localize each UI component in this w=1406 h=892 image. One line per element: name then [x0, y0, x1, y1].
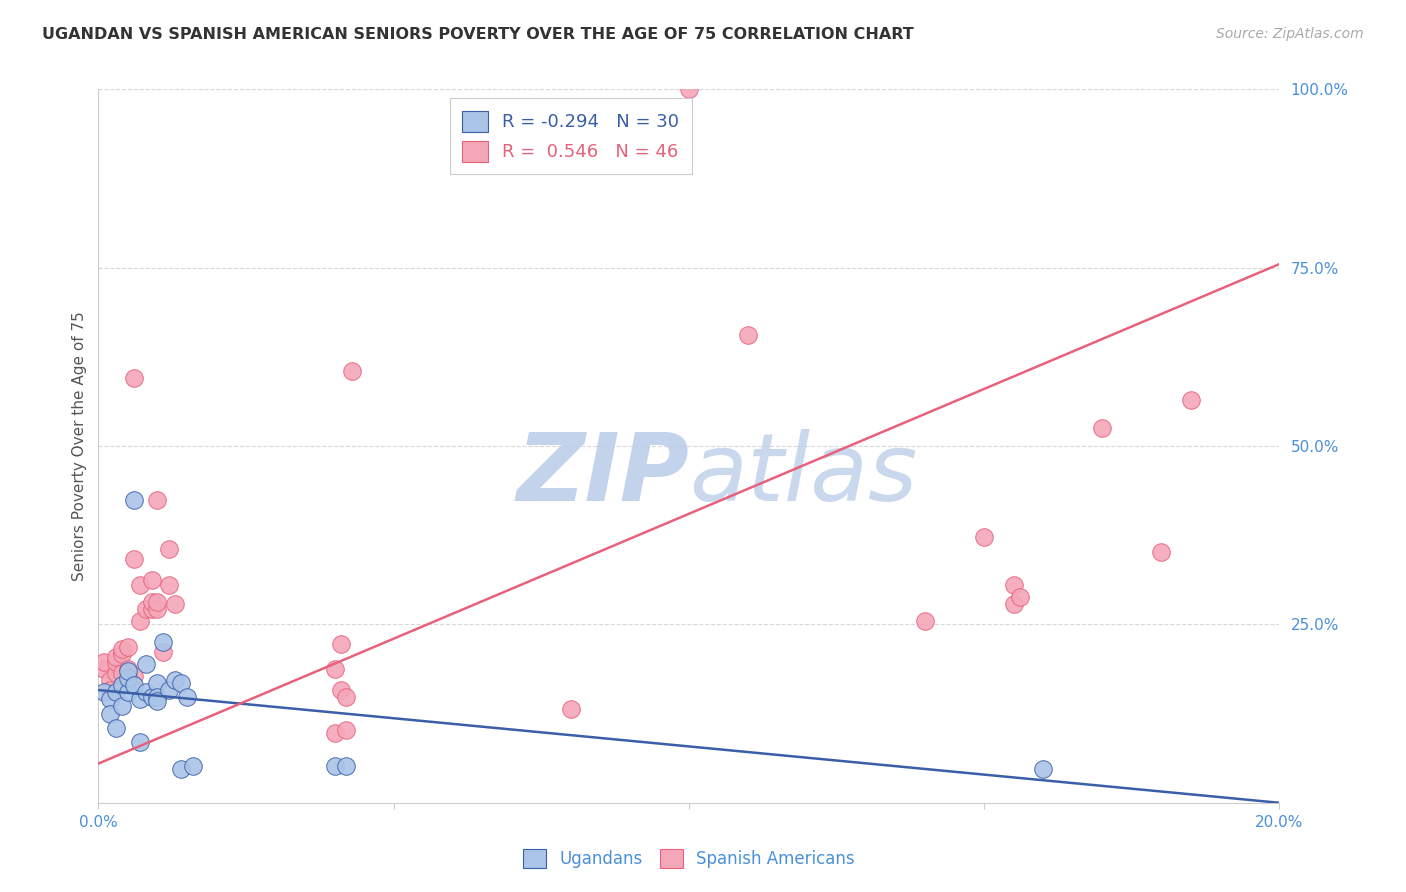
Point — [1150, 544, 1173, 558]
Point — [128, 692, 150, 706]
Point — [111, 642, 134, 657]
Point — [93, 655, 115, 669]
Point — [973, 530, 995, 544]
Point — [146, 601, 169, 615]
Point — [98, 683, 121, 698]
Point — [111, 699, 134, 714]
Point — [117, 671, 139, 685]
Point — [93, 685, 115, 699]
Point — [560, 701, 582, 715]
Point — [105, 665, 128, 680]
Point — [122, 678, 145, 692]
Point — [737, 328, 759, 343]
Point — [1180, 392, 1202, 407]
Point — [170, 762, 193, 776]
Point — [335, 758, 357, 772]
Point — [170, 676, 193, 690]
Text: UGANDAN VS SPANISH AMERICAN SENIORS POVERTY OVER THE AGE OF 75 CORRELATION CHART: UGANDAN VS SPANISH AMERICAN SENIORS POVE… — [42, 27, 914, 42]
Point — [135, 685, 157, 699]
Point — [914, 614, 936, 628]
Point — [1008, 591, 1031, 605]
Point — [165, 673, 187, 687]
Point — [323, 726, 346, 740]
Point — [98, 692, 121, 706]
Legend: Ugandans, Spanish Americans: Ugandans, Spanish Americans — [515, 840, 863, 877]
Point — [146, 690, 169, 705]
Point — [122, 669, 145, 683]
Text: Source: ZipAtlas.com: Source: ZipAtlas.com — [1216, 27, 1364, 41]
Text: atlas: atlas — [689, 429, 917, 520]
Point — [117, 662, 139, 676]
Point — [157, 683, 180, 698]
Point — [135, 657, 157, 671]
Point — [335, 690, 357, 705]
Point — [342, 364, 364, 378]
Point — [329, 683, 352, 698]
Point — [181, 758, 204, 772]
Point — [98, 673, 121, 687]
Point — [122, 492, 145, 507]
Point — [323, 662, 346, 676]
Point — [157, 578, 180, 592]
Point — [152, 635, 174, 649]
Point — [146, 492, 169, 507]
Point — [105, 655, 128, 669]
Point — [141, 594, 163, 608]
Point — [141, 690, 163, 705]
Point — [157, 542, 180, 557]
Point — [105, 721, 128, 735]
Point — [135, 601, 157, 615]
Point — [176, 690, 198, 705]
Point — [329, 637, 352, 651]
Point — [98, 706, 121, 721]
Text: ZIP: ZIP — [516, 428, 689, 521]
Point — [105, 685, 128, 699]
Point — [117, 685, 139, 699]
Point — [128, 578, 150, 592]
Point — [141, 601, 163, 615]
Point — [678, 82, 700, 96]
Point — [152, 644, 174, 658]
Point — [111, 665, 134, 680]
Point — [141, 573, 163, 587]
Point — [1002, 578, 1025, 592]
Point — [128, 735, 150, 749]
Point — [122, 551, 145, 566]
Point — [111, 648, 134, 662]
Point — [1032, 762, 1054, 776]
Point — [1002, 598, 1025, 612]
Point — [323, 758, 346, 772]
Point — [128, 614, 150, 628]
Point — [105, 649, 128, 664]
Y-axis label: Seniors Poverty Over the Age of 75: Seniors Poverty Over the Age of 75 — [72, 311, 87, 581]
Point — [165, 598, 187, 612]
Point — [122, 371, 145, 385]
Point — [1091, 421, 1114, 435]
Point — [146, 594, 169, 608]
Point — [111, 678, 134, 692]
Point — [117, 640, 139, 655]
Point — [146, 694, 169, 708]
Point — [93, 662, 115, 676]
Point — [146, 676, 169, 690]
Point — [117, 664, 139, 678]
Point — [335, 723, 357, 737]
